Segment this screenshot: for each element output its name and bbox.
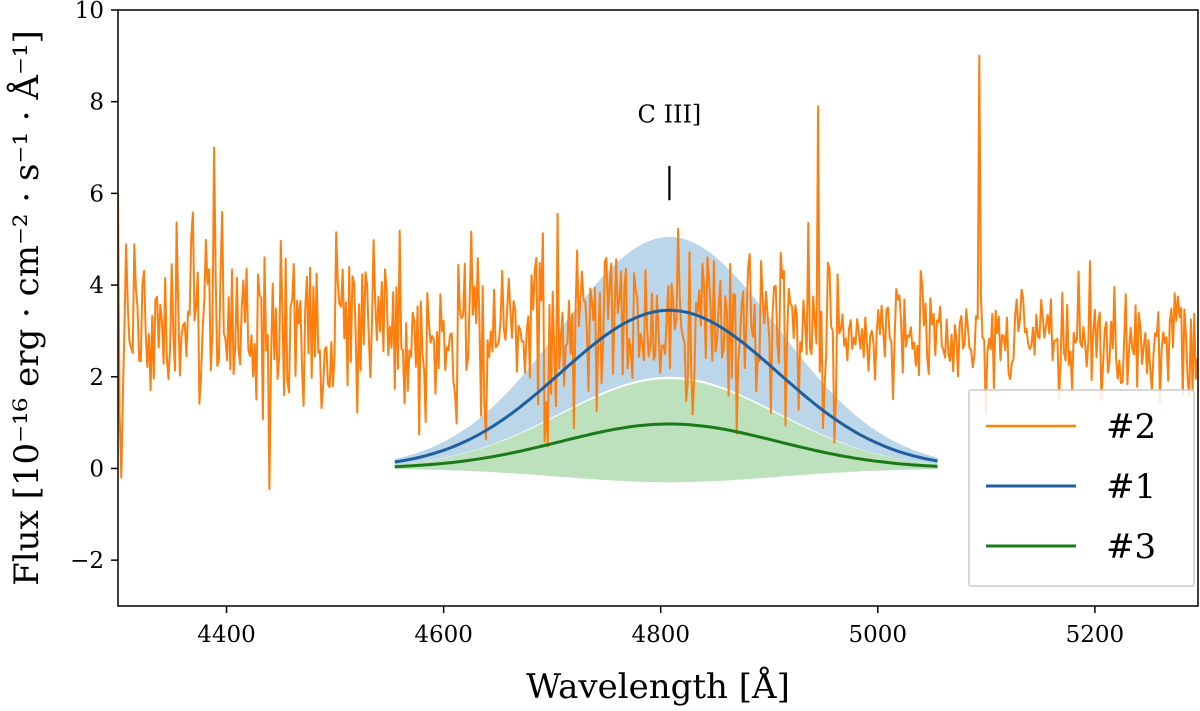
legend-box [968, 389, 1195, 587]
legend: #2 #1 #3 [968, 389, 1195, 587]
band-series-3 [394, 379, 938, 483]
x-axis: 4400 4600 4800 5000 5200 [197, 606, 1124, 648]
y-tick-label: 8 [89, 90, 104, 116]
x-tick-label: 4400 [197, 622, 256, 648]
x-tick-label: 5000 [849, 622, 908, 648]
fit-line-series-1 [394, 308, 938, 464]
uncertainty-bands [394, 237, 938, 483]
line-annotation: C III] [637, 100, 701, 201]
legend-label-1: #1 [1106, 467, 1156, 507]
y-tick-label: 4 [89, 273, 104, 299]
y-tick-label: −2 [70, 548, 104, 574]
plot-frame [117, 9, 1199, 607]
c-iii-label: C III] [637, 100, 701, 128]
y-tick-label: 10 [75, 0, 104, 24]
x-tick-label: 5200 [1066, 622, 1125, 648]
x-tick-label: 4800 [631, 622, 690, 648]
x-tick-label: 4600 [414, 622, 473, 648]
y-axis: −2 0 2 4 6 8 10 [70, 0, 118, 574]
x-axis-title: Wavelength [Å] [526, 666, 790, 707]
y-tick-label: 6 [89, 181, 104, 207]
legend-label-3: #3 [1106, 527, 1156, 567]
legend-label-2: #2 [1106, 407, 1156, 447]
y-tick-label: 0 [89, 456, 104, 482]
y-axis-title: Flux [10⁻¹⁶ erg · cm⁻² · s⁻¹ · Å⁻¹] [6, 30, 47, 586]
y-tick-label: 2 [89, 365, 104, 391]
data-lines [118, 54, 1198, 491]
fit-line-series-3 [394, 422, 938, 469]
